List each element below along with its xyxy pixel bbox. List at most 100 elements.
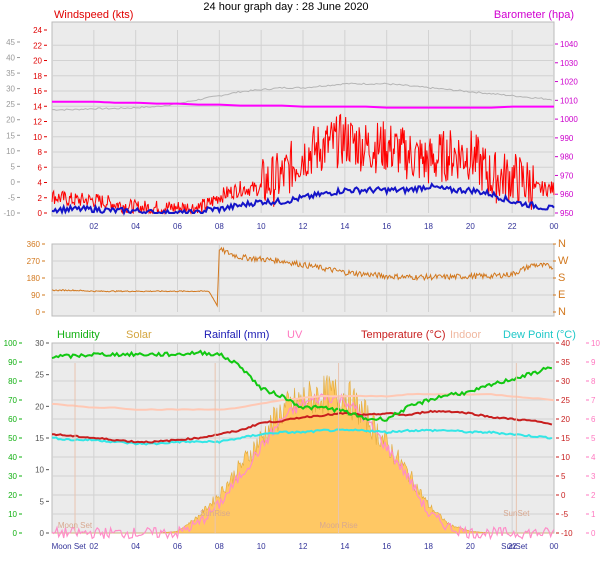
temp-x-tick: 14: [340, 542, 349, 551]
windspeed-axis-label: Windspeed (kts): [54, 9, 133, 21]
wind-x-tick: 10: [257, 222, 266, 231]
temperature-tick: 15: [561, 434, 570, 443]
wind-x-tick: 04: [131, 222, 140, 231]
compass-tick: S: [558, 272, 565, 284]
outer-temp-tick: 25: [6, 100, 15, 109]
windspeed-tick: 6: [38, 163, 43, 172]
temperature-tick: 30: [561, 377, 570, 386]
temperature-tick: -10: [561, 529, 573, 538]
direction-tick: 90: [31, 291, 40, 300]
rainfall-tick: 30: [35, 339, 44, 348]
direction-tick: 180: [27, 274, 41, 283]
windspeed-tick: 22: [33, 41, 42, 50]
barometer-tick: 960: [560, 190, 574, 199]
windspeed-tick: 0: [38, 209, 43, 218]
legend-dewpoint: Dew Point (°C): [503, 329, 576, 341]
event-label: SunRise: [200, 509, 231, 518]
uv-tick: 5: [591, 434, 596, 443]
outer-temp-tick: -5: [8, 193, 16, 202]
wind-pressure-panel: 454035302520151050-5-1024222018161412108…: [3, 9, 578, 231]
temperature-tick: 25: [561, 396, 570, 405]
temp-x-tick: 08: [215, 542, 224, 551]
barometer-tick: 980: [560, 153, 574, 162]
moonset-x-label: Moon Set: [52, 542, 87, 551]
windspeed-tick: 14: [33, 102, 42, 111]
rainfall-tick: 15: [35, 434, 44, 443]
direction-tick: 360: [27, 240, 41, 249]
wind-series-layer: 454035302520151050-5-1024222018161412108…: [3, 26, 578, 231]
series-humidity: [51, 349, 553, 422]
wind-x-tick: 00: [550, 222, 559, 231]
windspeed-tick: 4: [38, 179, 43, 188]
outer-temp-tick: -10: [3, 209, 15, 218]
series-temperature: [52, 409, 553, 444]
series-pressure-previous: [51, 82, 553, 111]
wind-x-tick: 12: [299, 222, 308, 231]
series-solar: [52, 375, 554, 534]
outer-temp-tick: 35: [6, 69, 15, 78]
rainfall-tick: 25: [35, 371, 44, 380]
event-label: SunSet: [503, 509, 530, 518]
outer-temp-tick: 10: [6, 147, 15, 156]
humidity-tick: 90: [8, 358, 17, 367]
barometer-tick: 1010: [560, 96, 578, 105]
temperature-tick: 10: [561, 453, 570, 462]
windspeed-tick: 20: [33, 57, 42, 66]
humidity-tick: 0: [13, 529, 18, 538]
temp-x-tick: 10: [257, 542, 266, 551]
legend-uv: UV: [287, 329, 303, 341]
series-dewpoint: [51, 428, 553, 446]
barometer-tick: 1030: [560, 59, 578, 68]
outer-temp-tick: 15: [6, 131, 15, 140]
uv-tick: 1: [591, 510, 596, 519]
humidity-tick: 60: [8, 415, 17, 424]
outer-temp-tick: 45: [6, 38, 15, 47]
uv-tick: 3: [591, 472, 596, 481]
barometer-tick: 950: [560, 209, 574, 218]
uv-tick: 10: [591, 339, 600, 348]
direction-tick: 0: [36, 308, 41, 317]
uv-tick: 0: [591, 529, 596, 538]
barometer-tick: 970: [560, 171, 574, 180]
rainfall-tick: 5: [40, 497, 45, 506]
legend-humidity: Humidity: [57, 329, 100, 341]
page-title: 24 hour graph day : 28 June 2020: [203, 1, 368, 13]
sunset-x-label: SunSet: [501, 542, 528, 551]
outer-temp-tick: 5: [11, 162, 16, 171]
humidity-tick: 50: [8, 434, 17, 443]
barometer-tick: 1000: [560, 115, 578, 124]
temp-x-tick: 02: [89, 542, 98, 551]
uv-tick: 4: [591, 453, 596, 462]
humidity-tick: 80: [8, 377, 17, 386]
windspeed-tick: 16: [33, 87, 42, 96]
uv-tick: 9: [591, 358, 596, 367]
direction-tick: 270: [27, 257, 41, 266]
barometer-tick: 990: [560, 134, 574, 143]
windspeed-tick: 2: [38, 194, 43, 203]
series-wind-direction: [51, 246, 554, 308]
legend-solar: Solar: [126, 329, 152, 341]
compass-tick: N: [558, 306, 566, 318]
humidity-tick: 30: [8, 472, 17, 481]
wind-x-tick: 20: [466, 222, 475, 231]
temp-x-tick: 20: [466, 542, 475, 551]
temperature-tick: 40: [561, 339, 570, 348]
series-wind-average: [51, 181, 555, 216]
temperature-tick: 0: [561, 491, 566, 500]
series-pressure: [52, 100, 554, 109]
windspeed-tick: 8: [38, 148, 43, 157]
series-uv: [51, 393, 555, 541]
temperature-tick: 35: [561, 358, 570, 367]
wind-x-tick: 02: [89, 222, 98, 231]
rainfall-tick: 0: [40, 529, 45, 538]
humidity-tick: 10: [8, 510, 17, 519]
wind-x-tick: 06: [173, 222, 182, 231]
compass-tick: E: [558, 289, 565, 301]
outer-temp-tick: 20: [6, 116, 15, 125]
series-wind-gust: [51, 113, 555, 215]
windspeed-tick: 12: [33, 118, 42, 127]
